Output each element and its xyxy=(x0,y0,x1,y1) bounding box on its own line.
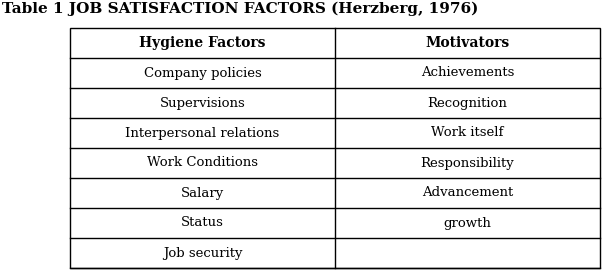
Text: Recognition: Recognition xyxy=(427,96,508,110)
Bar xyxy=(70,28,600,268)
Text: growth: growth xyxy=(444,217,491,230)
Text: Responsibility: Responsibility xyxy=(421,157,514,170)
Text: Table 1 JOB SATISFACTION FACTORS (Herzberg, 1976): Table 1 JOB SATISFACTION FACTORS (Herzbe… xyxy=(2,2,478,16)
Text: Work Conditions: Work Conditions xyxy=(147,157,258,170)
Text: Status: Status xyxy=(181,217,224,230)
Text: Advancement: Advancement xyxy=(422,187,513,200)
Text: Interpersonal relations: Interpersonal relations xyxy=(125,127,280,140)
Text: Work itself: Work itself xyxy=(431,127,503,140)
Text: Supervisions: Supervisions xyxy=(160,96,246,110)
Text: Achievements: Achievements xyxy=(421,66,514,79)
Text: Hygiene Factors: Hygiene Factors xyxy=(139,36,266,50)
Text: Motivators: Motivators xyxy=(426,36,510,50)
Text: Company policies: Company policies xyxy=(143,66,261,79)
Text: Salary: Salary xyxy=(181,187,224,200)
Text: Job security: Job security xyxy=(163,247,242,259)
